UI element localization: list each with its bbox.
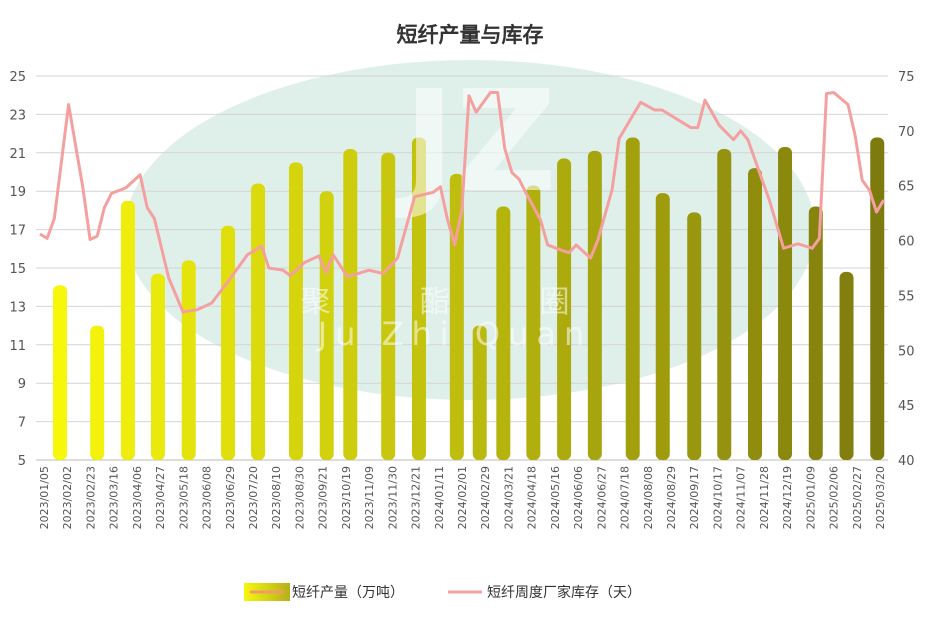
watermark-en: Ju Zhi Quan <box>316 315 593 353</box>
bar-2024-04 <box>526 185 541 460</box>
y-right-tick-label: 40 <box>898 454 915 469</box>
x-tick-label: 2023/11/09 <box>363 466 376 529</box>
y-right-tick-label: 75 <box>898 70 915 85</box>
bar-2024-08 <box>655 193 670 460</box>
bar-2024-05 <box>557 158 572 460</box>
y-right-tick-label: 55 <box>898 289 915 304</box>
y-left-tick-label: 13 <box>9 300 26 315</box>
bar-2023-06 <box>221 225 236 460</box>
x-tick-label: 2024/12/19 <box>781 466 794 529</box>
x-tick-label: 2024/08/29 <box>665 466 678 529</box>
x-tick-label: 2025/01/09 <box>804 466 817 529</box>
y-left-tick-label: 19 <box>9 185 26 200</box>
bar-2023-04 <box>150 273 165 460</box>
y-left-tick-label: 21 <box>9 147 26 162</box>
x-tick-label: 2023/01/05 <box>38 466 51 529</box>
x-tick-label: 2024/04/18 <box>526 466 539 529</box>
y-right-tick-label: 50 <box>898 344 915 359</box>
bar-2023-07 <box>251 183 266 460</box>
bar-2024-03 <box>496 206 511 460</box>
x-tick-label: 2023/04/27 <box>154 466 167 529</box>
x-tick-label: 2024/11/28 <box>758 466 771 529</box>
watermark-logo: JZ <box>395 61 557 224</box>
bar-2024-02 <box>472 325 487 460</box>
bar-2025-02 <box>839 271 854 460</box>
bar-2025-01 <box>808 206 823 460</box>
legend: 短纤产量（万吨） 短纤周度厂家库存（天） <box>244 583 641 601</box>
bar-2024-09 <box>687 212 702 460</box>
x-tick-label: 2024/07/18 <box>619 466 632 529</box>
chart-title: 短纤产量与库存 <box>397 23 544 47</box>
bar-2023-12 <box>411 137 426 460</box>
y-left-tick-label: 23 <box>9 108 26 123</box>
bar-2024-07 <box>625 137 640 460</box>
y-left-tick-label: 17 <box>9 224 26 239</box>
x-tick-label: 2023/06/29 <box>224 466 237 529</box>
y-right-tick-label: 70 <box>898 125 915 140</box>
x-tick-label: 2023/10/19 <box>340 466 353 529</box>
bar-2023-10 <box>343 148 358 460</box>
bar-2023-02 <box>90 325 105 460</box>
bar-2024-12 <box>778 147 793 461</box>
y-left-tick-label: 9 <box>18 377 26 392</box>
x-tick-label: 2024/09/17 <box>688 466 701 529</box>
bar-2023-11 <box>381 152 396 461</box>
bar-2024-06 <box>587 150 602 460</box>
y-left-tick-label: 11 <box>9 339 26 354</box>
x-tick-label: 2025/02/06 <box>828 466 841 529</box>
y-left-tick-label: 5 <box>18 454 26 469</box>
x-tick-label: 2023/07/20 <box>247 466 260 529</box>
x-tick-label: 2023/09/21 <box>317 466 330 529</box>
bar-2023-05 <box>181 260 196 460</box>
bar-2023-08 <box>288 162 303 460</box>
x-tick-label: 2023/08/10 <box>270 466 283 529</box>
x-tick-label: 2024/02/29 <box>479 466 492 529</box>
y-right-tick-label: 60 <box>898 235 915 250</box>
x-tick-label: 2024/06/06 <box>572 466 585 529</box>
x-tick-label: 2024/05/16 <box>549 466 562 529</box>
x-tick-label: 2023/04/06 <box>131 466 144 529</box>
y-right-tick-label: 65 <box>898 180 915 195</box>
watermark-cn: 聚 酯 圈 <box>300 285 609 320</box>
bar-2024-10 <box>717 148 732 460</box>
x-tick-label: 2025/02/27 <box>851 466 864 529</box>
x-tick-label: 2025/03/20 <box>874 466 887 529</box>
bar-2023-03 <box>120 200 135 461</box>
x-tick-label: 2024/06/27 <box>595 466 608 529</box>
bar-2025-03 <box>870 137 885 460</box>
y-left-tick-label: 15 <box>9 262 26 277</box>
x-tick-label: 2024/03/21 <box>502 466 515 529</box>
x-tick-label: 2023/02/23 <box>84 466 97 529</box>
y-left-tick-label: 25 <box>9 70 26 85</box>
x-tick-label: 2024/08/08 <box>642 466 655 529</box>
x-tick-label: 2023/12/21 <box>410 466 423 529</box>
y-left-tick-label: 7 <box>18 416 26 431</box>
bar-2024-11 <box>748 168 762 460</box>
x-tick-label: 2024/01/11 <box>433 466 446 529</box>
bar-2023-01 <box>53 285 68 460</box>
legend-label-inventory: 短纤周度厂家库存（天） <box>487 584 641 601</box>
x-tick-label: 2023/05/18 <box>177 466 190 529</box>
x-tick-label: 2024/02/01 <box>456 466 469 529</box>
x-tick-label: 2023/02/02 <box>61 466 74 529</box>
legend-label-production: 短纤产量（万吨） <box>292 585 404 601</box>
x-tick-label: 2023/08/30 <box>293 466 306 529</box>
x-tick-label: 2024/10/17 <box>711 466 724 529</box>
x-tick-label: 2024/11/07 <box>735 466 748 529</box>
x-tick-label: 2023/03/16 <box>108 466 121 529</box>
x-tick-label: 2023/06/08 <box>201 466 214 529</box>
x-tick-label: 2023/11/30 <box>386 466 399 529</box>
y-right-tick-label: 45 <box>898 399 915 414</box>
